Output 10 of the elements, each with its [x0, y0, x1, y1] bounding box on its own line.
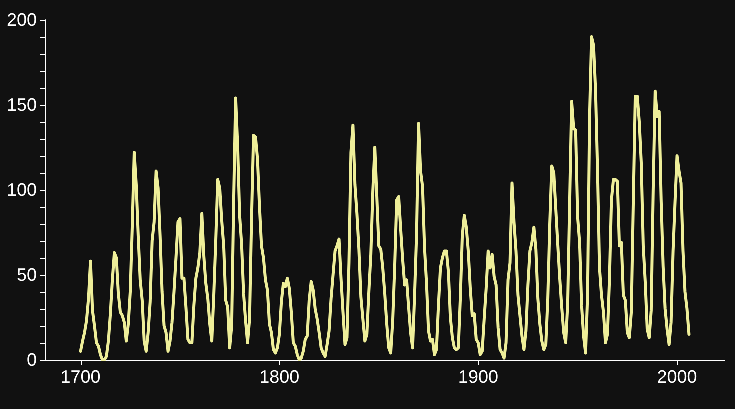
y-tick-label: 100	[6, 180, 37, 200]
x-tick-label: 1800	[260, 367, 300, 387]
x-tick-label: 1900	[458, 367, 498, 387]
y-tick-label: 150	[6, 95, 37, 115]
y-tick-label: 200	[6, 10, 37, 30]
x-tick-label: 2000	[657, 367, 698, 387]
x-tick-label: 1700	[60, 367, 101, 387]
y-tick-label: 0	[26, 350, 37, 370]
line-series	[79, 36, 691, 362]
y-tick-label: 50	[16, 265, 37, 285]
